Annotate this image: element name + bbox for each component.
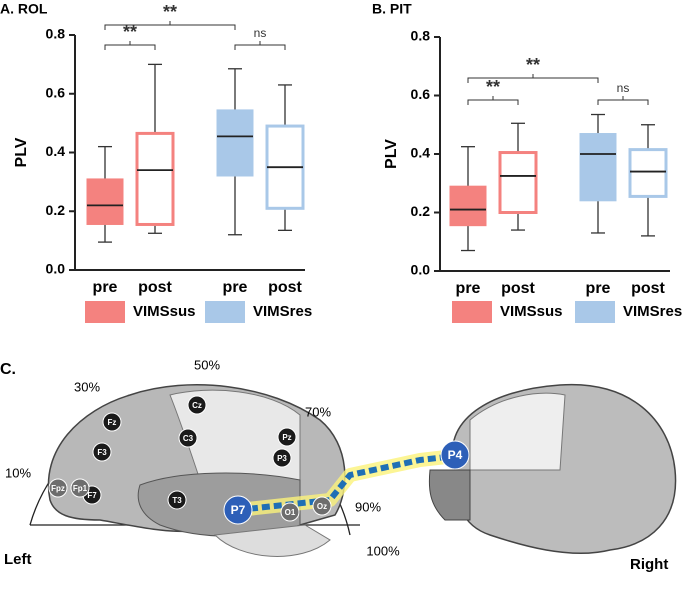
- legend-swatch: [575, 301, 615, 323]
- y-tick-label: 0.8: [411, 28, 431, 44]
- left-label: Left: [4, 551, 32, 568]
- cerebellum: [213, 524, 331, 557]
- significance-bracket: [467, 96, 519, 105]
- legend-swatch: [205, 301, 245, 323]
- x-tick-label: pre: [223, 279, 248, 296]
- electrode-label: F7: [87, 491, 97, 500]
- legend-label: VIMSres: [623, 303, 682, 320]
- electrode-label: Pz: [282, 433, 291, 442]
- electrode: [223, 495, 253, 525]
- electrode: [102, 412, 122, 432]
- y-tick-label: 0.6: [46, 84, 66, 100]
- percent-label: 10%: [5, 465, 31, 480]
- electrode: [277, 427, 297, 447]
- significance-label: ns: [617, 81, 630, 95]
- right-occipital: [428, 469, 471, 521]
- electrode: [312, 496, 332, 516]
- electrode: [48, 478, 68, 498]
- significance-label: **: [163, 2, 177, 22]
- electrode: [178, 428, 198, 448]
- panel-label: C.: [0, 361, 16, 378]
- right-parietal: [469, 392, 566, 471]
- electrode-label: Oz: [317, 502, 327, 511]
- electrode-label: Cz: [192, 401, 202, 410]
- significance-bracket: [234, 41, 286, 50]
- y-tick-label: 0.0: [411, 262, 431, 278]
- chart-title: A. ROL: [0, 1, 48, 17]
- electrode-label: C3: [183, 434, 194, 443]
- electrode: [167, 490, 187, 510]
- electrode-label: Fp1: [73, 484, 88, 493]
- x-tick-label: post: [501, 280, 535, 297]
- chart-title: B. PIT: [372, 1, 412, 17]
- significance-label: **: [526, 55, 540, 75]
- electrode: [440, 440, 470, 470]
- legend-label: VIMSsus: [133, 303, 196, 320]
- x-tick-label: post: [631, 280, 665, 297]
- y-axis-label: PLV: [13, 137, 30, 167]
- x-tick-label: post: [268, 279, 302, 296]
- significance-bracket: [597, 96, 649, 105]
- percent-label: 70%: [305, 404, 331, 419]
- connection-line: [237, 453, 456, 513]
- electrode-label: P4: [448, 448, 463, 462]
- percent-label: 90%: [355, 499, 381, 514]
- electrode: [187, 395, 207, 415]
- electrode-label: P3: [277, 454, 287, 463]
- box: [135, 131, 175, 226]
- x-tick-label: post: [138, 279, 172, 296]
- percent-label: 30%: [74, 379, 100, 394]
- percent-label: 100%: [366, 543, 400, 558]
- electrode: [92, 442, 112, 462]
- right-label: Right: [630, 556, 668, 573]
- box: [216, 109, 254, 177]
- electrode-label: P7: [231, 503, 246, 517]
- percent-label: 50%: [194, 357, 220, 372]
- box: [579, 133, 617, 202]
- significance-bracket: [104, 41, 156, 50]
- panel-c-drawing: [29, 383, 677, 557]
- y-tick-label: 0.6: [411, 86, 431, 102]
- y-tick-label: 0.4: [411, 145, 431, 161]
- x-tick-label: pre: [93, 279, 118, 296]
- electrode-label: Fz: [108, 418, 117, 427]
- y-axis-label: PLV: [383, 139, 400, 169]
- legend-swatch: [452, 301, 492, 323]
- y-tick-label: 0.2: [46, 202, 66, 218]
- electrode-label: Fpz: [51, 484, 65, 493]
- y-tick-label: 0.4: [46, 143, 66, 159]
- electrode-label: O1: [285, 508, 296, 517]
- y-tick-label: 0.8: [46, 26, 66, 42]
- electrode: [70, 478, 90, 498]
- box: [449, 185, 487, 227]
- box: [628, 148, 668, 198]
- y-tick-label: 0.0: [46, 261, 66, 277]
- legend-label: VIMSres: [253, 303, 312, 320]
- electrode-label: T3: [172, 496, 182, 505]
- significance-bracket: [104, 21, 236, 30]
- electrode: [280, 502, 300, 522]
- legend-swatch: [85, 301, 125, 323]
- electrode-label: F3: [97, 448, 107, 457]
- significance-label: **: [486, 77, 500, 97]
- y-tick-label: 0.2: [411, 203, 431, 219]
- electrode: [272, 448, 292, 468]
- box: [86, 178, 124, 225]
- box: [498, 151, 538, 215]
- significance-label: ns: [254, 26, 267, 40]
- legend-label: VIMSsus: [500, 303, 563, 320]
- significance-bracket: [467, 74, 599, 83]
- significance-label: **: [123, 22, 137, 42]
- x-tick-label: pre: [456, 280, 481, 297]
- x-tick-label: pre: [586, 280, 611, 297]
